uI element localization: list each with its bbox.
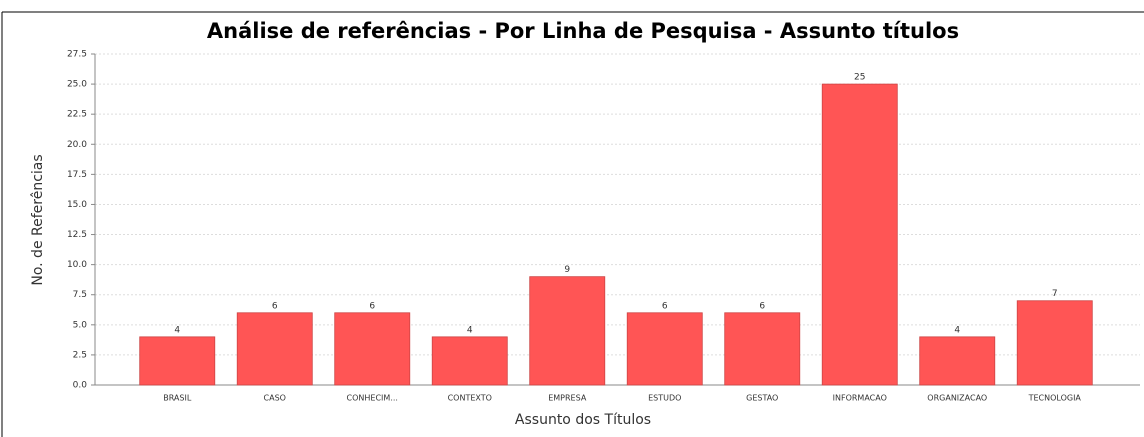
x-tick-label: CONTEXTO — [448, 394, 492, 403]
chart-title: Análise de referências - Por Linha de Pe… — [207, 19, 959, 43]
y-tick-label: 7.5 — [73, 290, 87, 300]
bar — [724, 312, 801, 386]
data-label: 6 — [759, 301, 765, 311]
x-tick-label: INFORMACAO — [833, 394, 887, 403]
x-tick-label: BRASIL — [163, 394, 192, 403]
data-label: 7 — [1052, 289, 1058, 299]
x-tick-label: CASO — [264, 394, 286, 403]
data-label: 6 — [662, 301, 668, 311]
bar — [334, 312, 411, 386]
y-tick-label: 22.5 — [67, 110, 87, 120]
x-tick-label: TECNOLOGIA — [1028, 394, 1082, 403]
bar — [626, 312, 703, 386]
data-label: 4 — [467, 325, 473, 335]
bar — [1016, 300, 1093, 386]
y-tick-label: 5.0 — [73, 320, 88, 330]
data-label: 4 — [174, 325, 180, 335]
y-tick-label: 17.5 — [67, 170, 87, 180]
y-tick-label: 27.5 — [67, 50, 87, 60]
bar — [139, 336, 216, 386]
x-tick-label: GESTAO — [746, 394, 778, 403]
x-tick-label: EMPRESA — [548, 394, 587, 403]
y-tick-label: 12.5 — [67, 230, 87, 240]
data-label: 6 — [369, 301, 375, 311]
bar — [431, 336, 508, 386]
bar — [821, 83, 898, 386]
data-label: 9 — [564, 265, 570, 275]
x-axis-label: Assunto dos Títulos — [515, 412, 651, 428]
x-tick-label: ESTUDO — [648, 394, 681, 403]
y-tick-label: 20.0 — [67, 140, 87, 150]
data-label: 4 — [954, 325, 960, 335]
data-label: 25 — [854, 73, 865, 83]
bar — [529, 276, 606, 386]
y-tick-label: 2.5 — [73, 350, 87, 360]
y-tick-label: 15.0 — [67, 200, 87, 210]
y-axis-label: No. de Referências — [30, 154, 46, 285]
data-label: 6 — [272, 301, 278, 311]
x-tick-label: ORGANIZACAO — [927, 394, 987, 403]
x-tick-label: CONHECIM... — [347, 394, 398, 403]
y-tick-label: 10.0 — [67, 260, 87, 270]
bar — [236, 312, 313, 386]
bar — [919, 336, 996, 386]
y-tick-label: 0.0 — [73, 381, 88, 391]
y-tick-label: 25.0 — [67, 80, 87, 90]
